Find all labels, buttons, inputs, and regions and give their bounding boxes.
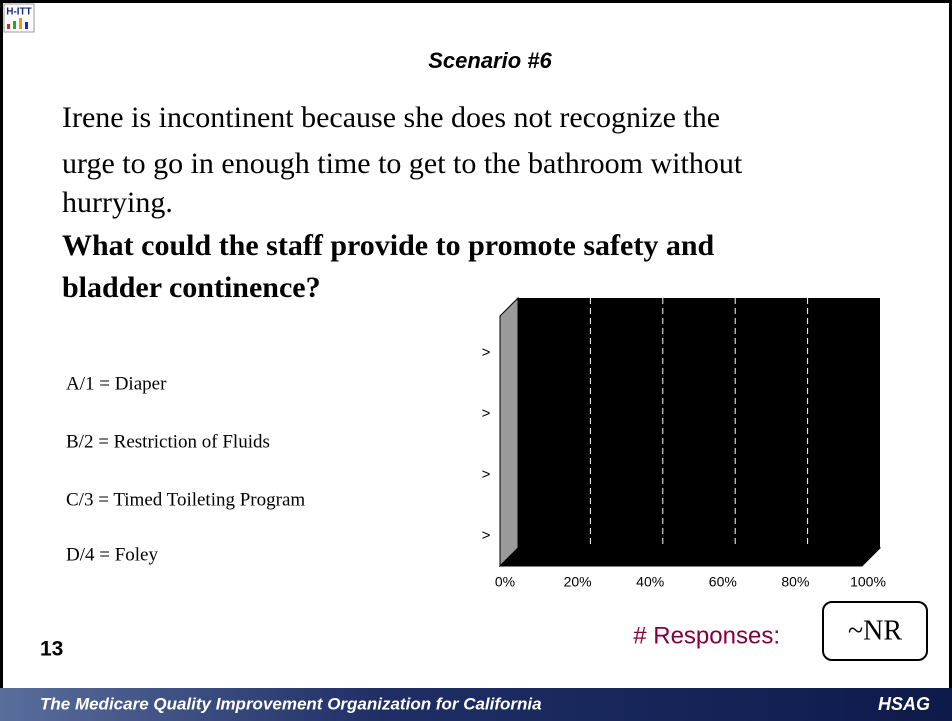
y-tick-label: > <box>482 405 491 422</box>
slide-title: Scenario #6 <box>428 48 552 73</box>
logo-bar <box>19 18 22 29</box>
x-tick-label: 20% <box>564 574 592 590</box>
footer-bar <box>0 688 952 721</box>
x-tick-label: 60% <box>709 574 737 590</box>
y-tick-label: > <box>482 466 491 483</box>
responses-box <box>822 601 928 661</box>
option: D/4 = Foley <box>66 544 158 565</box>
question-line: What could the staff provide to promote … <box>62 229 715 262</box>
responses-label: # Responses: <box>633 622 780 649</box>
question-line: bladder continence? <box>62 271 321 304</box>
body-line: urge to go in enough time to get to the … <box>62 147 743 180</box>
logo: H-ITT <box>6 7 32 18</box>
chart-back-wall <box>518 298 880 548</box>
responses-value: ~NR <box>848 615 902 646</box>
footer-brand: HSAG <box>878 694 930 714</box>
logo-bar <box>7 24 10 29</box>
option: A/1 = Diaper <box>66 373 167 394</box>
x-tick-label: 40% <box>636 574 664 590</box>
slide-number: 13 <box>40 638 63 661</box>
x-tick-label: 80% <box>781 574 809 590</box>
y-tick-label: > <box>482 344 491 361</box>
body-line: hurrying. <box>62 186 173 219</box>
option: C/3 = Timed Toileting Program <box>66 489 305 510</box>
x-tick-label: 0% <box>495 574 515 590</box>
logo-bar <box>25 22 28 29</box>
footer-text: The Medicare Quality Improvement Organiz… <box>40 694 542 713</box>
y-tick-label: > <box>482 527 491 544</box>
body-line: Irene is incontinent because she does no… <box>62 101 720 134</box>
option: B/2 = Restriction of Fluids <box>66 431 270 452</box>
x-tick-label: 100% <box>850 574 886 590</box>
chart: 0% 20% 40% 60% 80% 100% > > > > <box>482 296 886 590</box>
logo-bar <box>13 21 16 29</box>
chart-floor <box>498 547 882 567</box>
chart-side-wall <box>499 296 519 568</box>
